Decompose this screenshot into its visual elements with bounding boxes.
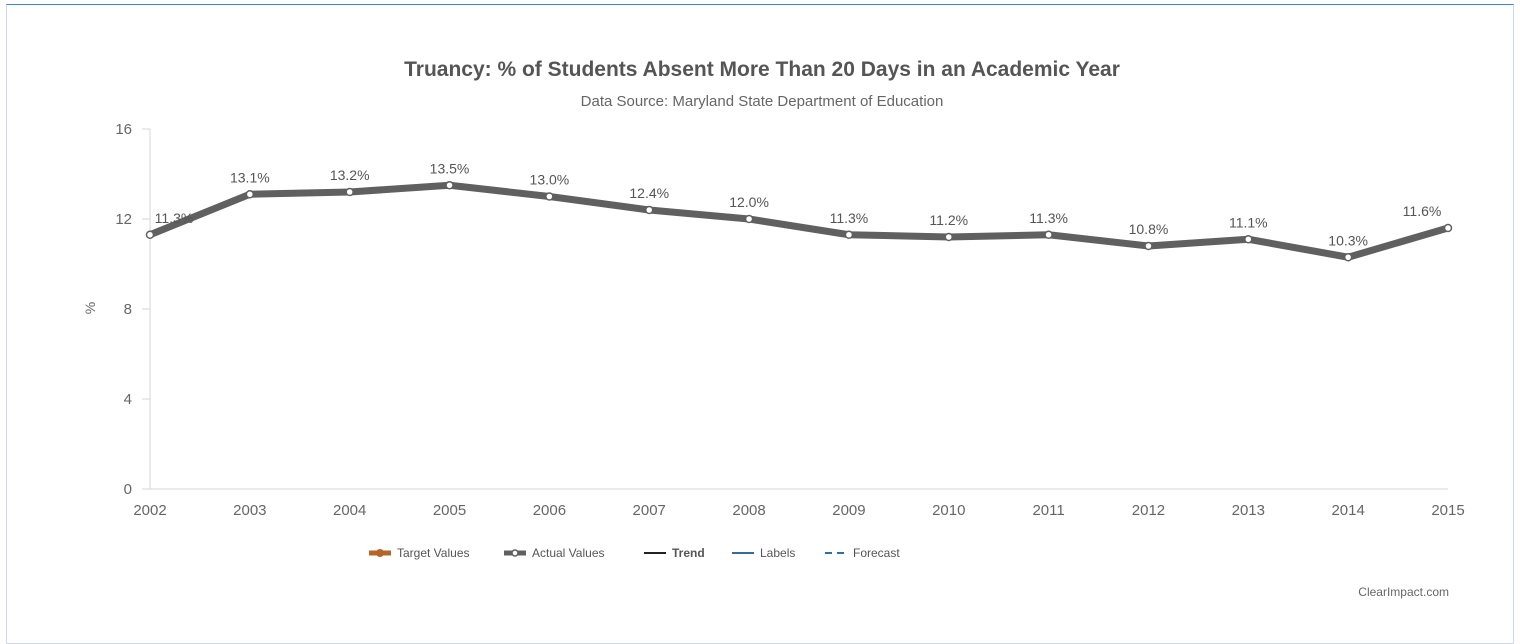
data-point[interactable] <box>145 230 155 239</box>
legend-marker <box>376 549 384 557</box>
data-label: 11.3% <box>830 210 869 226</box>
series-line-actual-values <box>146 181 1452 261</box>
data-point[interactable] <box>1443 223 1453 233</box>
y-tick-label: 12 <box>115 211 132 228</box>
y-tick-label: 16 <box>115 121 132 138</box>
legend-item[interactable]: Labels <box>732 546 795 560</box>
legend-item[interactable]: Target Values <box>369 546 470 560</box>
chart-frame <box>6 4 1514 644</box>
x-tick-label: 2004 <box>333 502 366 519</box>
data-point[interactable] <box>1343 253 1353 262</box>
y-axis-label: % <box>82 302 98 314</box>
x-tick-label: 2012 <box>1132 502 1165 519</box>
data-label: 13.2% <box>330 167 370 183</box>
data-label: 13.5% <box>430 160 470 176</box>
data-label: 13.1% <box>230 169 270 185</box>
data-point[interactable] <box>644 205 654 215</box>
x-tick-label: 2009 <box>832 502 865 519</box>
data-point[interactable] <box>1244 235 1253 244</box>
legend-label: Target Values <box>397 546 470 560</box>
data-point[interactable] <box>545 192 554 201</box>
legend-label: Labels <box>760 546 795 560</box>
x-tick-label: 2014 <box>1331 502 1364 519</box>
data-label: 11.2% <box>929 212 968 228</box>
x-tick-label: 2010 <box>932 502 965 519</box>
x-tick-label: 2008 <box>732 502 765 519</box>
x-tick-label: 2013 <box>1232 502 1265 519</box>
x-tick-label: 2002 <box>133 502 166 519</box>
legend-item[interactable]: Actual Values <box>504 546 605 560</box>
data-point[interactable] <box>345 187 354 197</box>
x-tick-label: 2003 <box>233 502 266 519</box>
y-tick-label: 0 <box>124 481 132 498</box>
data-label: 11.6% <box>1403 203 1442 219</box>
legend-label: Forecast <box>853 546 900 560</box>
y-tick-label: 4 <box>124 391 132 408</box>
x-tick-label: 2006 <box>533 502 566 519</box>
legend-item[interactable]: Trend <box>644 546 705 560</box>
chart-credit[interactable]: ClearImpact.com <box>1358 585 1449 599</box>
data-label: 12.0% <box>729 194 769 210</box>
legend-label: Trend <box>672 546 705 560</box>
data-point[interactable] <box>245 190 255 199</box>
data-point[interactable] <box>944 232 954 242</box>
x-tick-label: 2015 <box>1431 502 1464 519</box>
data-point[interactable] <box>1144 241 1153 251</box>
legend-label: Actual Values <box>532 546 605 560</box>
x-tick-label: 2005 <box>433 502 466 519</box>
x-tick-label: 2011 <box>1032 502 1064 519</box>
legend-marker <box>511 549 519 557</box>
data-point[interactable] <box>744 214 754 224</box>
data-label: 10.3% <box>1328 232 1368 248</box>
chart-subtitle: Data Source: Maryland State Department o… <box>581 93 944 110</box>
data-point[interactable] <box>445 181 454 190</box>
y-tick-label: 8 <box>124 301 132 318</box>
data-label: 11.1% <box>1229 214 1268 230</box>
legend-item[interactable]: Forecast <box>825 546 900 560</box>
data-label: 12.4% <box>629 185 669 201</box>
data-label: 11.3% <box>155 210 194 226</box>
data-label: 13.0% <box>530 172 570 188</box>
data-label: 11.3% <box>1029 210 1068 226</box>
x-tick-label: 2007 <box>633 502 666 519</box>
data-label: 10.8% <box>1129 221 1169 237</box>
chart-title: Truancy: % of Students Absent More Than … <box>404 58 1120 81</box>
data-point[interactable] <box>844 230 854 239</box>
data-point[interactable] <box>1044 230 1053 239</box>
